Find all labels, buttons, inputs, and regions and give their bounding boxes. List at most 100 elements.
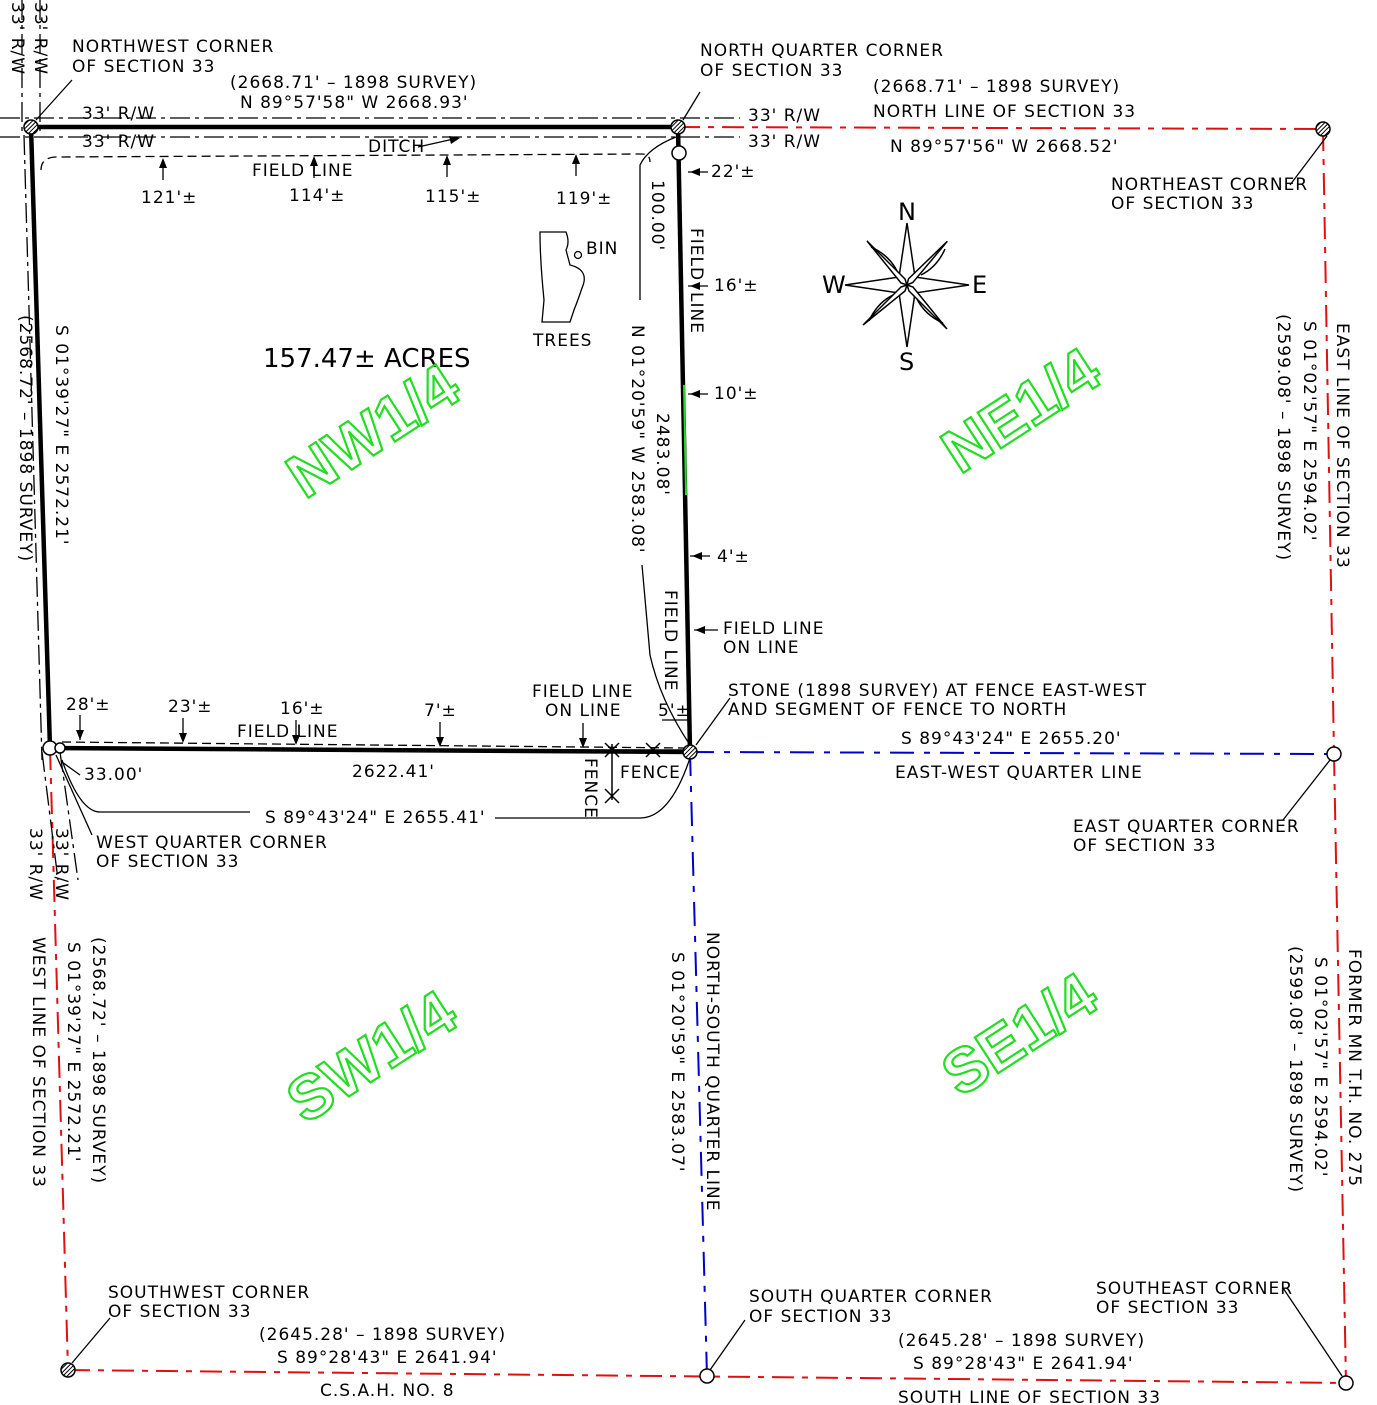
offset-south-4: 7'± bbox=[424, 701, 457, 721]
ne-north-title: NORTH LINE OF SECTION 33 bbox=[873, 102, 1136, 122]
line-word-1: LINE bbox=[686, 292, 706, 334]
north-quarter-corner-label-2: OF SECTION 33 bbox=[700, 61, 844, 81]
row-label-nw-v1: 33' R/W bbox=[7, 2, 27, 75]
se-south-title: SOUTH LINE OF SECTION 33 bbox=[898, 1388, 1161, 1405]
tract-33: 33.00' bbox=[84, 765, 143, 785]
offset-north-3: 115'± bbox=[425, 187, 481, 207]
field-line-south-label: FIELD LINE bbox=[237, 722, 338, 742]
east-quarter-corner-label: EAST QUARTER CORNER bbox=[1073, 817, 1300, 837]
sw-quarter-label: SW1/4 bbox=[275, 977, 469, 1136]
east-line-south bbox=[1333, 753, 1347, 1384]
compass-rose-icon bbox=[844, 222, 970, 348]
bin-label: BIN bbox=[586, 239, 618, 259]
offset-south-2: 23'± bbox=[168, 697, 213, 717]
northwest-corner-label-2: OF SECTION 33 bbox=[72, 57, 216, 77]
northeast-corner-label: NORTHEAST CORNER bbox=[1111, 175, 1308, 195]
southeast-corner-monument bbox=[1338, 1375, 1354, 1391]
tract-south-dist: 2622.41' bbox=[352, 762, 435, 782]
field-line-south bbox=[61, 741, 686, 749]
field-line-on-line-1: FIELD LINE bbox=[532, 682, 633, 702]
right-of-way-lines bbox=[0, 0, 740, 881]
east-line-north bbox=[1322, 128, 1335, 755]
west-line-bearing: S 01°39'27" E 2572.21' bbox=[63, 942, 83, 1163]
northeast-corner-label-2: OF SECTION 33 bbox=[1111, 194, 1255, 214]
former-th-survey: (2599.08' – 1898 SURVEY) bbox=[1285, 946, 1305, 1193]
compass-s: S bbox=[899, 348, 914, 376]
west-line-title: WEST LINE OF SECTION 33 bbox=[28, 937, 48, 1188]
west-line-survey: (2568.72' – 1898 SURVEY) bbox=[88, 937, 108, 1184]
former-th-bearing: S 01°02'57" E 2594.02' bbox=[1310, 957, 1330, 1178]
offset-south-3: 16'± bbox=[280, 699, 325, 719]
monuments bbox=[23, 119, 1354, 1391]
former-th-title: FORMER MN T.H. NO. 275 bbox=[1344, 949, 1364, 1187]
offset-north-4: 119'± bbox=[556, 189, 612, 209]
field-word-1: FIELD bbox=[686, 228, 706, 281]
row-label-ne-2: 33' R/W bbox=[748, 132, 821, 152]
stone-label: STONE (1898 SURVEY) AT FENCE EAST-WEST bbox=[728, 681, 1147, 701]
south-quarter-corner-monument bbox=[699, 1368, 715, 1384]
fence-label-v: FENCE bbox=[580, 758, 600, 819]
east-line-title: EAST LINE OF SECTION 33 bbox=[1332, 323, 1352, 569]
north-quarter-corner-label: NORTH QUARTER CORNER bbox=[700, 41, 944, 61]
ne-quarter-label: NE1/4 bbox=[930, 335, 1113, 487]
offset-south-1: 28'± bbox=[66, 695, 111, 715]
offset-east-5: 5'± bbox=[658, 701, 691, 721]
bin-icon bbox=[573, 250, 583, 260]
arrowheads bbox=[76, 136, 705, 748]
offset-east-1: 22'± bbox=[711, 162, 756, 182]
csah-label: C.S.A.H. NO. 8 bbox=[320, 1381, 455, 1401]
fence-label-h: FENCE bbox=[620, 763, 681, 783]
tract-100: 100.00' bbox=[647, 180, 667, 251]
southeast-corner-label: SOUTHEAST CORNER bbox=[1096, 1279, 1293, 1299]
se-quarter-label: SE1/4 bbox=[930, 960, 1110, 1110]
tract-south-bearing: S 89°43'24" E 2655.41' bbox=[265, 808, 486, 828]
field-line-green-segment bbox=[683, 384, 687, 496]
field-line-vertical-2: FIELD LINE bbox=[660, 590, 680, 691]
southeast-corner-label-2: OF SECTION 33 bbox=[1096, 1298, 1240, 1318]
se-south-bearing: S 89°28'43" E 2641.94' bbox=[913, 1354, 1134, 1374]
offset-north-1: 121'± bbox=[141, 188, 197, 208]
south-quarter-corner-label: SOUTH QUARTER CORNER bbox=[749, 1287, 993, 1307]
tract-west-bearing: S 01°39'27" E 2572.21' bbox=[51, 325, 71, 546]
east-line-survey: (2599.08' – 1898 SURVEY) bbox=[1273, 314, 1293, 561]
field-line-on-line-2b: ON LINE bbox=[723, 638, 799, 658]
quarter-lines bbox=[689, 751, 1335, 1377]
east-quarter-corner-monument bbox=[1326, 746, 1342, 762]
row-label-north-2: 33' R/W bbox=[82, 132, 155, 152]
tract-east-bearing: N 01°20'59" W 2583.08' bbox=[627, 325, 647, 554]
sw-south-bearing: S 89°28'43" E 2641.94' bbox=[277, 1348, 498, 1368]
tract-east-dist: 2483.08' bbox=[652, 413, 672, 496]
acres-label: 157.47± ACRES bbox=[263, 344, 471, 374]
nw-north-bearing: N 89°57'58" W 2668.93' bbox=[240, 93, 469, 113]
ew-quarter-line bbox=[689, 751, 1335, 755]
southwest-corner-monument bbox=[60, 1362, 76, 1378]
northwest-corner-monument bbox=[23, 119, 39, 135]
trees-label: TREES bbox=[532, 331, 592, 351]
nw-north-survey: (2668.71' – 1898 SURVEY) bbox=[230, 73, 477, 93]
offset-east-3: 10'± bbox=[714, 384, 759, 404]
fence bbox=[604, 742, 690, 804]
row-label-sw-v2: 33' R/W bbox=[51, 828, 71, 901]
northwest-corner-label: NORTHWEST CORNER bbox=[72, 37, 274, 57]
offset-east-2: 16'± bbox=[714, 276, 759, 296]
southwest-corner-label-2: OF SECTION 33 bbox=[108, 1302, 252, 1322]
stone-monument bbox=[682, 744, 698, 760]
section-lines bbox=[49, 126, 1347, 1384]
ew-quarter-bearing: S 89°43'24" E 2655.20' bbox=[901, 729, 1122, 749]
ne-north-survey: (2668.71' – 1898 SURVEY) bbox=[873, 77, 1120, 97]
row-label-north-1: 33' R/W bbox=[82, 104, 155, 124]
north-quarter-corner-monument bbox=[670, 119, 686, 135]
se-south-survey: (2645.28' – 1898 SURVEY) bbox=[898, 1331, 1145, 1351]
ns-quarter-title: NORTH-SOUTH QUARTER LINE bbox=[702, 932, 722, 1211]
nw-quarter-label: NW1/4 bbox=[275, 350, 472, 511]
compass-e: E bbox=[972, 271, 987, 299]
ns-quarter-line bbox=[689, 751, 708, 1377]
ne-north-bearing: N 89°57'56" W 2668.52' bbox=[890, 137, 1119, 157]
row-label-ne-1: 33' R/W bbox=[748, 106, 821, 126]
northeast-corner-monument bbox=[1315, 121, 1331, 137]
sw-south-survey: (2645.28' – 1898 SURVEY) bbox=[259, 1325, 506, 1345]
iron-pipe-100 bbox=[671, 145, 687, 161]
row-label-sw-v1: 33' R/W bbox=[25, 828, 45, 901]
trees-outline bbox=[539, 231, 585, 323]
